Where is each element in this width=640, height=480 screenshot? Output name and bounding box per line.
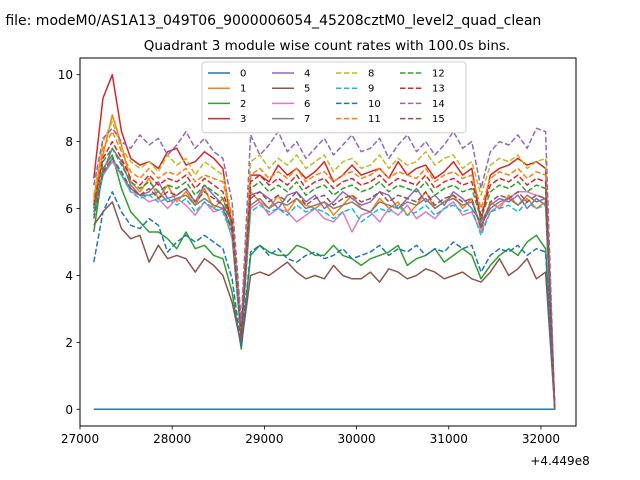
legend-label-13: 13 xyxy=(432,84,445,95)
legend-label-7: 7 xyxy=(304,114,310,125)
x-tick-label: 28000 xyxy=(153,432,191,446)
y-tick-label: 0 xyxy=(65,403,73,417)
legend-box xyxy=(201,61,467,134)
legend-label-4: 4 xyxy=(304,69,310,80)
legend-label-5: 5 xyxy=(304,84,310,95)
x-axis: 27000 28000 29000 30000 31000 32000 xyxy=(61,426,560,446)
legend-label-12: 12 xyxy=(432,69,445,80)
chart-title: Quadrant 3 module wise count rates with … xyxy=(144,38,510,54)
y-tick-label: 10 xyxy=(58,68,73,82)
legend-label-8: 8 xyxy=(368,69,374,80)
x-tick-label: 27000 xyxy=(61,432,99,446)
series-line-13 xyxy=(93,140,556,410)
y-tick-label: 8 xyxy=(65,135,73,149)
legend-label-1: 1 xyxy=(240,84,246,95)
legend-label-10: 10 xyxy=(368,99,381,110)
series-line-9 xyxy=(93,157,556,410)
legend-label-15: 15 xyxy=(432,114,445,125)
y-tick-label: 2 xyxy=(65,336,73,350)
series-line-5 xyxy=(93,201,556,410)
series-line-14 xyxy=(93,127,556,410)
x-tick-label: 29000 xyxy=(245,432,283,446)
legend-label-0: 0 xyxy=(240,69,246,80)
y-axis: 0 2 4 6 8 10 xyxy=(58,68,80,417)
legend-label-3: 3 xyxy=(240,114,246,125)
legend-label-14: 14 xyxy=(432,99,445,110)
series-line-11 xyxy=(93,130,556,410)
x-offset-label: +4.449e8 xyxy=(530,454,589,468)
y-tick-label: 4 xyxy=(65,269,73,283)
legend-label-6: 6 xyxy=(304,99,310,110)
y-tick-label: 6 xyxy=(65,202,73,216)
series-line-8 xyxy=(93,120,556,410)
axes-frame xyxy=(79,57,577,427)
figure-suptitle: n file: modeM0/AS1A13_049T06_9000006054_… xyxy=(0,13,541,29)
series-line-10 xyxy=(93,191,556,410)
x-tick-label: 31000 xyxy=(430,432,468,446)
legend-label-11: 11 xyxy=(368,114,381,125)
series-line-12 xyxy=(93,147,556,410)
legend-label-2: 2 xyxy=(240,99,246,110)
plot-area xyxy=(93,73,556,411)
series-line-2 xyxy=(93,154,556,410)
x-tick-label: 30000 xyxy=(337,432,375,446)
legend-label-9: 9 xyxy=(368,84,374,95)
series-line-15 xyxy=(93,157,556,410)
x-tick-label: 32000 xyxy=(522,432,560,446)
